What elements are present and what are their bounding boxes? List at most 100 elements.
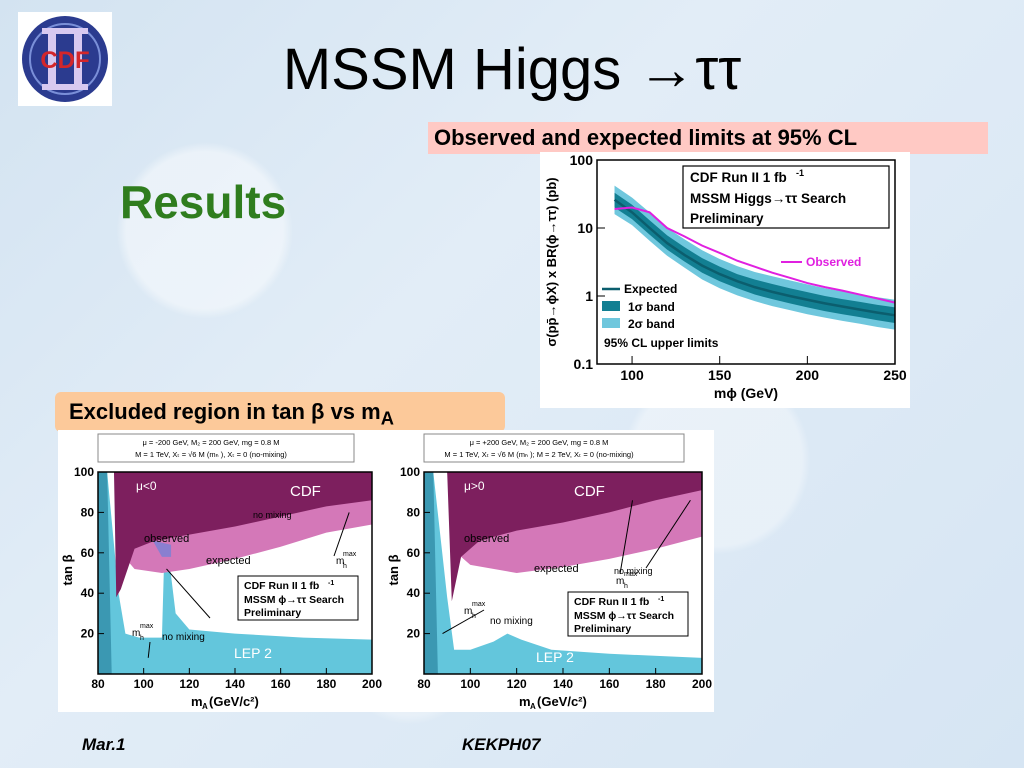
info-line-3: Preliminary bbox=[574, 623, 631, 635]
info-line-1-sup: -1 bbox=[658, 596, 664, 603]
info-line-3: Preliminary bbox=[690, 211, 764, 226]
mhmax-bottom-sup: max bbox=[472, 601, 486, 608]
slide-title: MSSM Higgs →ττ bbox=[0, 36, 1024, 103]
info-line-2: MSSM ϕ→ττ Search bbox=[244, 594, 344, 606]
footer-conference: KEKPH07 bbox=[462, 735, 541, 754]
info-line-1-sup: -1 bbox=[328, 580, 334, 587]
cdf-observed-region bbox=[447, 472, 702, 602]
arrow-no-mixing bbox=[166, 568, 211, 619]
expected-label: expected bbox=[206, 555, 251, 567]
cdf-label: CDF bbox=[290, 483, 321, 500]
mhmax-sub: h bbox=[343, 563, 347, 570]
info-line-1: CDF Run II 1 fb bbox=[690, 170, 787, 185]
x-axis-label-unit: (GeV/c²) bbox=[209, 694, 259, 709]
excluded-caption-text: Excluded region in tan β vs m bbox=[69, 399, 381, 424]
mhmax-sup: max bbox=[343, 551, 357, 558]
y-tick-label: 80 bbox=[81, 505, 95, 519]
x-tick-label: 200 bbox=[796, 367, 820, 383]
band2-legend-label: 2σ band bbox=[628, 317, 675, 331]
expected-legend-label: Expected bbox=[624, 282, 677, 296]
mhmax-sup: max bbox=[624, 571, 638, 578]
info-line-1-sup: -1 bbox=[796, 168, 804, 178]
band1-legend-swatch bbox=[602, 301, 620, 311]
y-tick-label: 100 bbox=[570, 152, 594, 168]
info-box bbox=[237, 575, 359, 621]
x-axis-label-sub: A bbox=[202, 702, 208, 711]
mhmax-bottom-sub: h bbox=[140, 635, 144, 642]
logo-text: CDF bbox=[40, 47, 89, 74]
overlap-patch bbox=[152, 540, 172, 557]
x-axis-label-unit: (GeV/c²) bbox=[537, 694, 587, 709]
observed-legend-label: Observed bbox=[806, 255, 861, 269]
y-axis-label: tan β bbox=[386, 554, 401, 585]
header-line-1: μ = -200 GeV, M₂ = 200 GeV, mɡ = 0.8 M bbox=[143, 438, 280, 447]
cdf-logo: CDF bbox=[18, 12, 112, 106]
y-tick-label: 60 bbox=[407, 546, 421, 560]
y-tick-label: 0.1 bbox=[574, 356, 594, 372]
no-mixing-top-label: no mixing bbox=[614, 566, 653, 576]
lep-strip bbox=[98, 472, 112, 674]
x-axis-label-sub: A bbox=[530, 702, 536, 711]
y-tick-label: 40 bbox=[81, 586, 95, 600]
y-tick-label: 80 bbox=[407, 505, 421, 519]
y-tick-label: 1 bbox=[585, 288, 593, 304]
info-line-3: Preliminary bbox=[244, 607, 301, 619]
y-tick-label: 60 bbox=[81, 546, 95, 560]
mhmax-bottom-sub: h bbox=[472, 613, 476, 620]
expected-line bbox=[613, 198, 896, 317]
header-line-2: M = 1 TeV, Xₜ = √6 M (mₕ ), Xₜ = 0 (no-m… bbox=[135, 450, 287, 459]
info-line-2: MSSM Higgs→ττ Search bbox=[690, 191, 846, 206]
y-tick-label: 10 bbox=[577, 220, 593, 236]
arrow-mhmax-top bbox=[619, 500, 633, 575]
x-axis-label: m bbox=[519, 694, 531, 709]
sign-label: μ>0 bbox=[464, 479, 485, 493]
exclusion-mu-negative-chart: μ = -200 GeV, M₂ = 200 GeV, mɡ = 0.8 M M … bbox=[60, 433, 382, 711]
x-tick-label: 120 bbox=[507, 677, 527, 691]
results-heading: Results bbox=[120, 176, 287, 228]
cl-legend-label: 95% CL upper limits bbox=[604, 336, 719, 350]
y-axis-label: σ(pp̄→ϕX) x BR(ϕ→ττ) (pb) bbox=[544, 177, 559, 346]
band1-legend-label: 1σ band bbox=[628, 300, 675, 314]
info-line-1: CDF Run II 1 fb bbox=[574, 596, 649, 608]
x-tick-label: 160 bbox=[271, 677, 291, 691]
y-tick-label: 20 bbox=[81, 627, 95, 641]
x-tick-label: 100 bbox=[620, 367, 644, 383]
info-box bbox=[567, 591, 689, 637]
no-mixing-label: no mixing bbox=[490, 616, 533, 627]
title-text: MSSM Higgs →ττ bbox=[282, 37, 742, 102]
exclusion-mu-positive-chart: μ = +200 GeV, M₂ = 200 GeV, mɡ = 0.8 M M … bbox=[386, 433, 712, 711]
sign-label: μ<0 bbox=[136, 479, 157, 493]
limits-chart: 100 150 200 250 0.1 1 10 100 mϕ (GeV) σ(pp̄→ϕX) x… bbox=[544, 152, 907, 401]
exclusion-mu-negative-panel: μ = -200 GeV, M₂ = 200 GeV, mɡ = 0.8 M M … bbox=[58, 430, 384, 712]
exclusion-mu-positive-panel: μ = +200 GeV, M₂ = 200 GeV, mɡ = 0.8 M M … bbox=[384, 430, 714, 712]
x-tick-label: 150 bbox=[708, 367, 732, 383]
cdf-label: CDF bbox=[574, 483, 605, 500]
lep-strip bbox=[424, 472, 438, 674]
x-tick-label: 200 bbox=[362, 677, 382, 691]
x-tick-label: 140 bbox=[225, 677, 245, 691]
x-tick-label: 200 bbox=[692, 677, 712, 691]
y-tick-label: 100 bbox=[400, 465, 420, 479]
excluded-caption-sub: A bbox=[380, 407, 394, 429]
mhmax-label: m bbox=[616, 576, 624, 587]
observed-label: observed bbox=[144, 533, 189, 545]
mhmax-bottom-label: m bbox=[464, 606, 472, 617]
x-axis-label: m bbox=[191, 694, 203, 709]
x-tick-label: 140 bbox=[553, 677, 573, 691]
info-line-1: CDF Run II 1 fb bbox=[244, 580, 319, 592]
plot-frame bbox=[596, 159, 896, 365]
x-tick-label: 100 bbox=[134, 677, 154, 691]
header-box bbox=[423, 433, 685, 463]
info-line-2: MSSM ϕ→ττ Search bbox=[574, 610, 674, 622]
footer-date: Mar.1 bbox=[82, 735, 126, 754]
mhmax-label: m bbox=[336, 556, 344, 567]
lep-label: LEP 2 bbox=[536, 649, 574, 665]
header-box bbox=[97, 433, 355, 463]
x-tick-label: 250 bbox=[883, 367, 907, 383]
y-tick-label: 40 bbox=[407, 586, 421, 600]
observed-line bbox=[614, 206, 896, 304]
band2-legend-swatch bbox=[602, 318, 620, 328]
x-axis-label: mϕ (GeV) bbox=[714, 385, 778, 401]
header-line-1: μ = +200 GeV, M₂ = 200 GeV, mɡ = 0.8 M bbox=[470, 438, 609, 447]
no-mixing-top-label: no mixing bbox=[253, 510, 292, 520]
